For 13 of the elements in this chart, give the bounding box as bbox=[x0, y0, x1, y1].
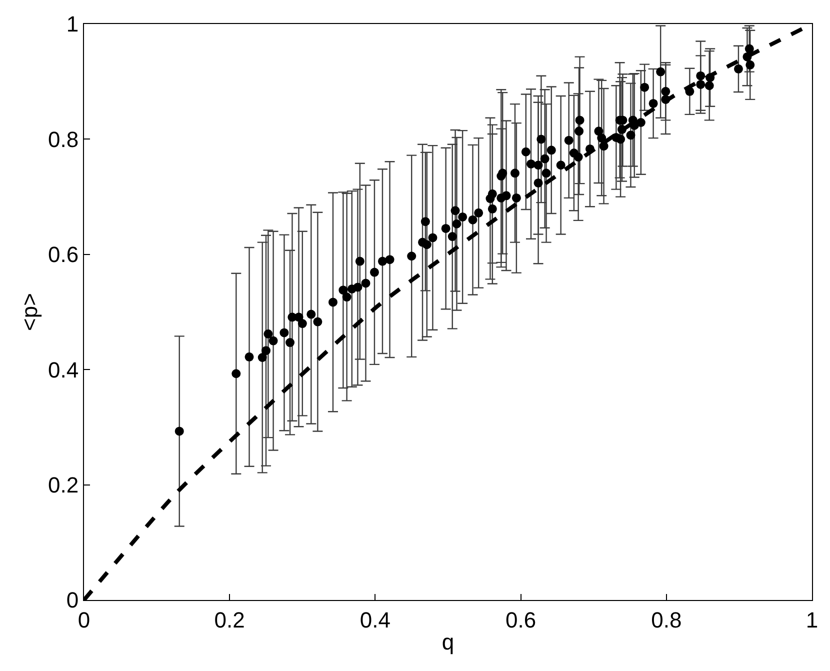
y-tick-label: 0.4 bbox=[48, 357, 79, 382]
x-tick-label: 0.6 bbox=[506, 607, 536, 632]
y-tick-label: 0.2 bbox=[48, 472, 79, 498]
y-tick-label: 0.6 bbox=[48, 242, 79, 268]
x-tick-label: 1 bbox=[806, 607, 818, 632]
x-tick-label: 0.4 bbox=[360, 607, 390, 632]
x-axis-title: q bbox=[442, 629, 454, 654]
y-axis-title: <p> bbox=[16, 293, 42, 331]
x-tick-label: 0.8 bbox=[651, 607, 682, 632]
y-tick-label: 0 bbox=[66, 588, 79, 613]
x-tick-label: 0.2 bbox=[214, 607, 245, 632]
y-tick-label: 0.8 bbox=[48, 126, 79, 152]
y-tick-label: 1 bbox=[66, 12, 79, 37]
